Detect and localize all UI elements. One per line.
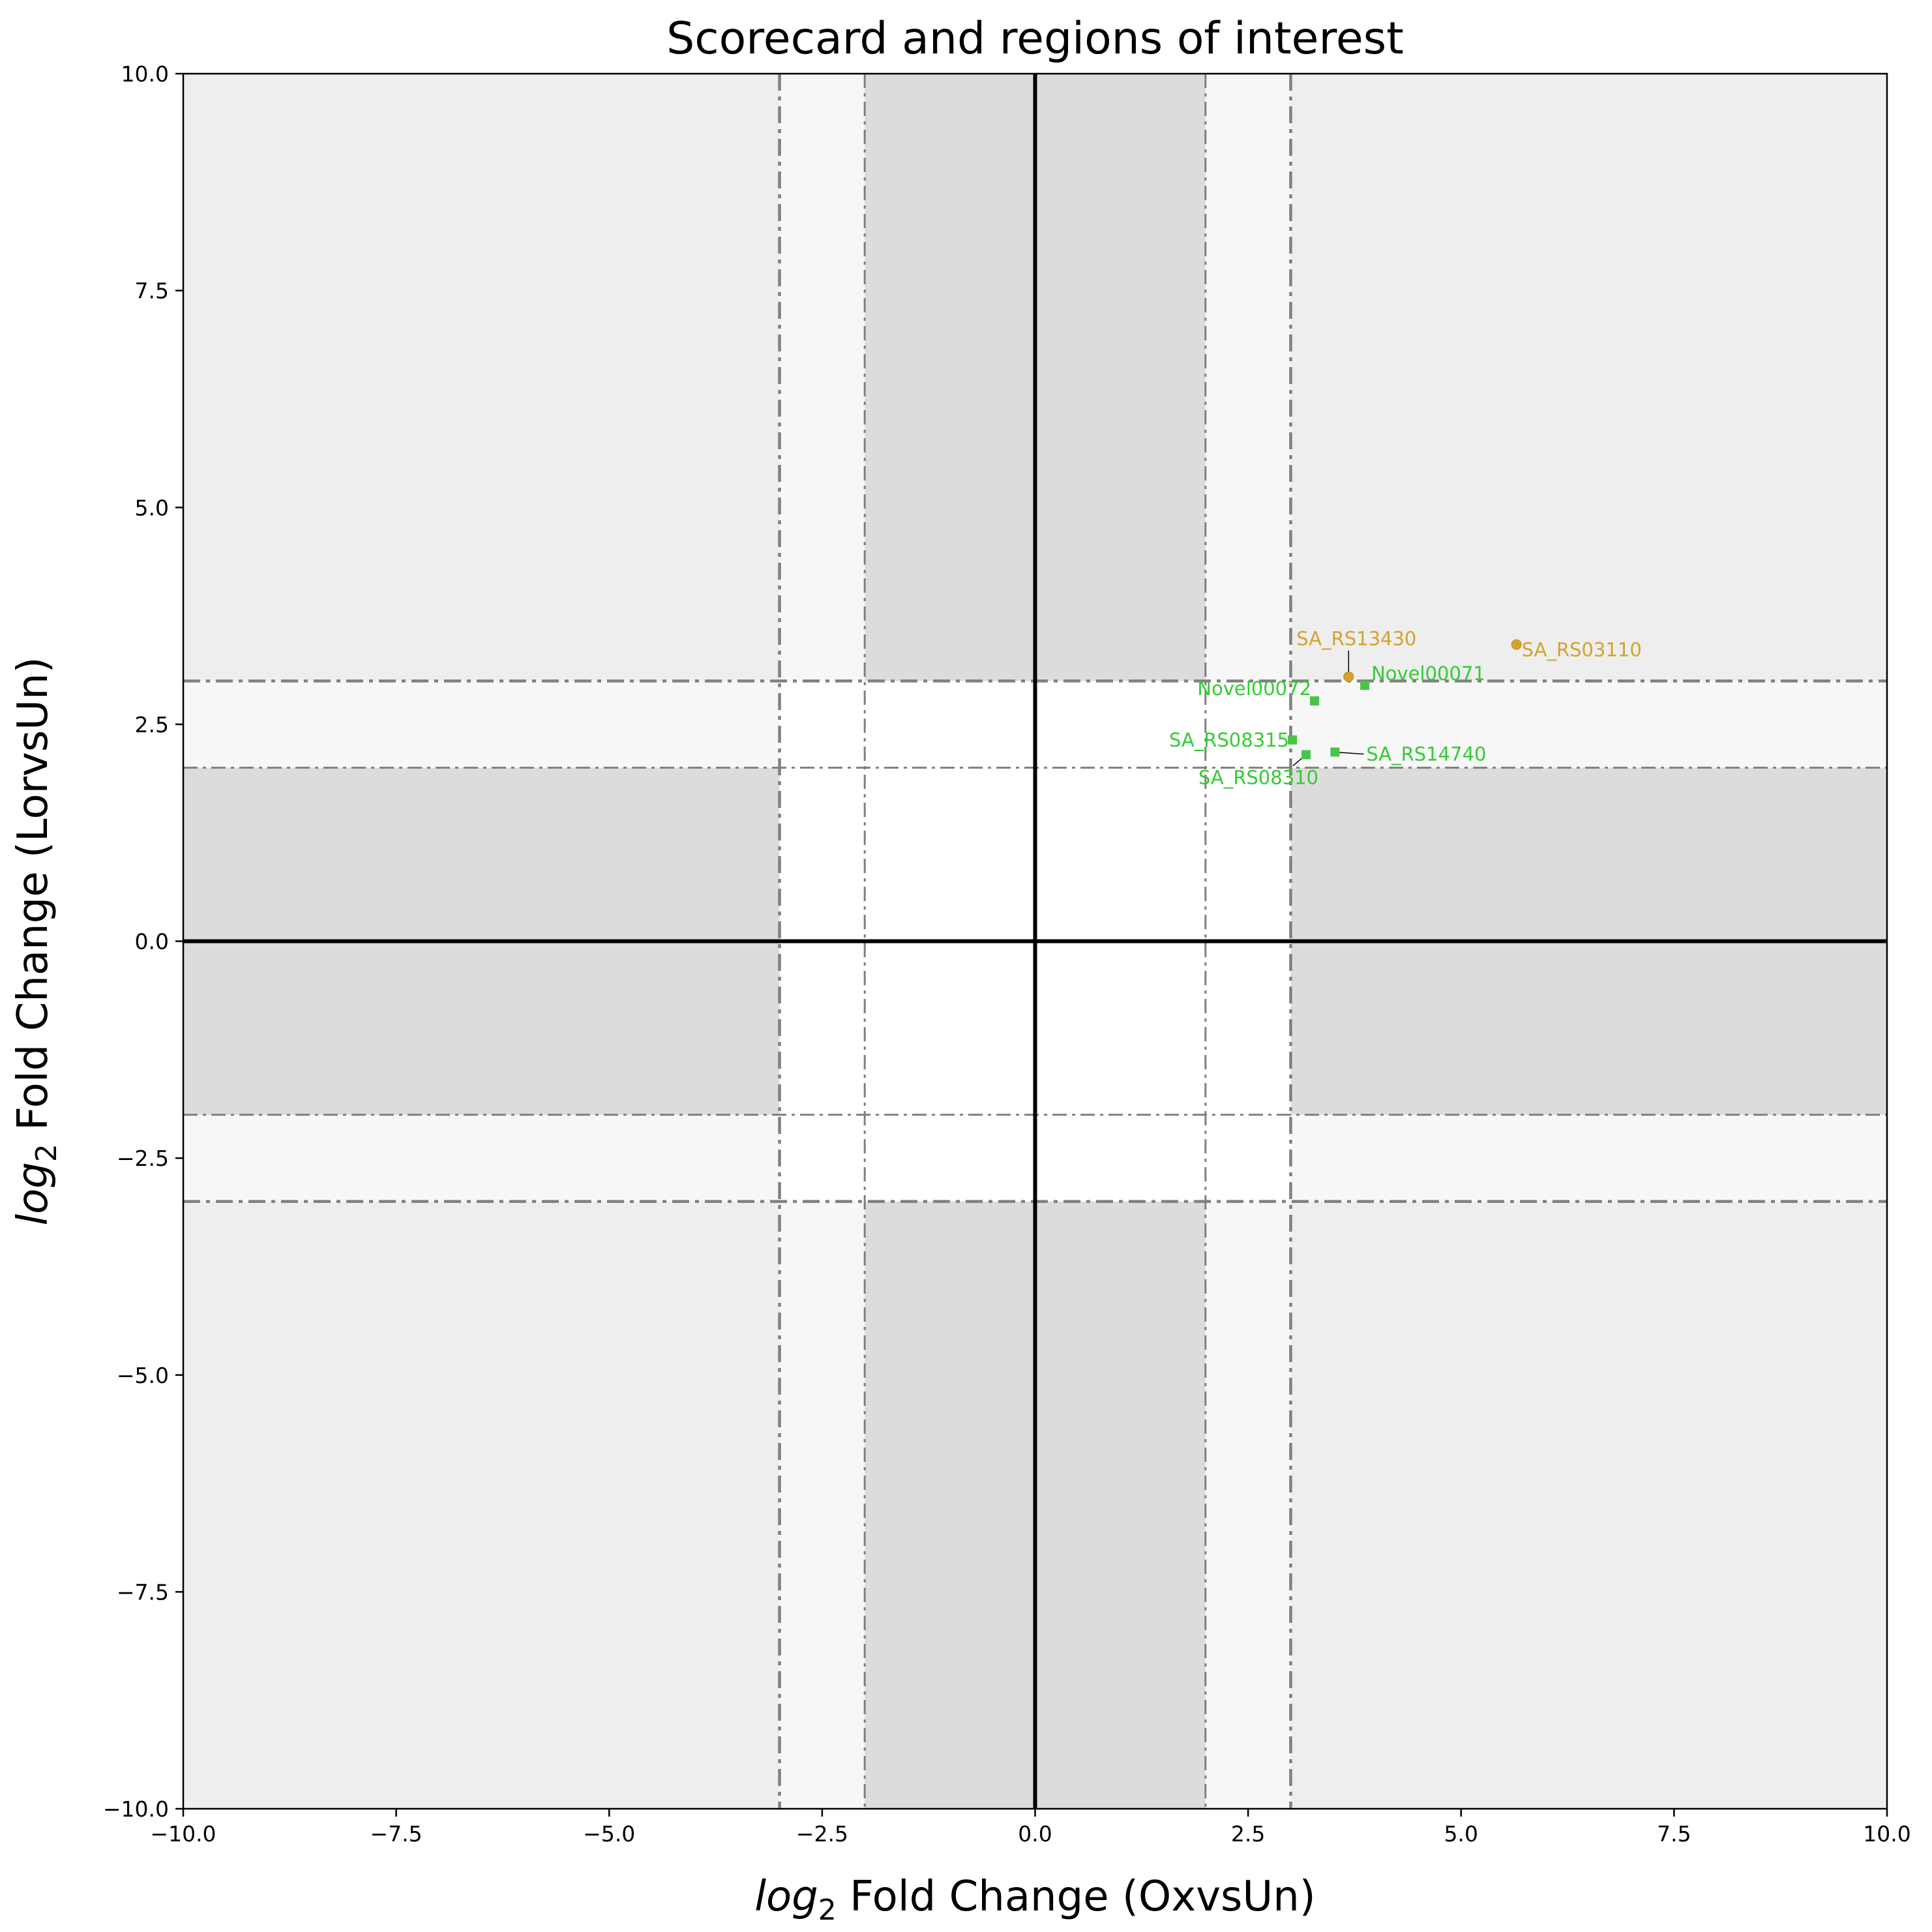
x-tick-label: −7.5 <box>370 1821 423 1847</box>
region-cell <box>779 74 865 681</box>
y-tick-label: −2.5 <box>117 1146 169 1171</box>
y-axis-ticks: −10.0 −7.5 −5.0 −2.5 0.0 2.5 5.0 7.5 10.0 <box>103 61 183 1822</box>
region-cell <box>865 681 1035 768</box>
y-tick-label: −7.5 <box>117 1579 169 1605</box>
y-axis-label-log: log <box>9 1162 57 1226</box>
region-cell <box>1290 74 1887 681</box>
y-tick-label: 7.5 <box>135 278 169 304</box>
region-cell <box>779 681 865 768</box>
region-shading <box>183 74 1887 1809</box>
x-tick-label: 2.5 <box>1231 1821 1265 1847</box>
x-axis-ticks: −10.0 −7.5 −5.0 −2.5 0.0 2.5 5.0 7.5 10.0 <box>150 1809 1911 1847</box>
region-cell <box>865 767 1035 942</box>
label-leader-line <box>1335 751 1364 755</box>
region-cell <box>1035 681 1206 768</box>
region-cell <box>1290 767 1887 942</box>
region-cell <box>183 74 780 681</box>
x-tick-label: 7.5 <box>1657 1821 1691 1847</box>
y-tick-label: 10.0 <box>121 61 169 87</box>
region-cell <box>779 1201 865 1809</box>
point-label: Novel00072 <box>1197 677 1311 700</box>
point-label: SA_RS08310 <box>1198 766 1318 788</box>
region-cell <box>1205 74 1291 681</box>
x-tick-label: 0.0 <box>1018 1821 1052 1847</box>
region-cell <box>183 1114 780 1202</box>
chart-title: Scorecard and regions of interest <box>666 13 1404 65</box>
region-cell <box>1035 941 1206 1115</box>
x-tick-label: −5.0 <box>583 1821 635 1847</box>
region-cell <box>1205 1201 1291 1809</box>
region-cell <box>1035 74 1206 681</box>
y-axis-label: log2 Fold Change (LorvsUn) <box>9 657 63 1225</box>
data-points <box>1288 639 1522 760</box>
region-cell <box>1035 767 1206 942</box>
y-axis-label-text: Fold Change (LorvsUn) <box>9 657 57 1144</box>
x-axis-label-subscript: 2 <box>818 1894 837 1927</box>
region-cell <box>183 767 780 942</box>
region-cell <box>183 681 780 768</box>
point-label: SA_RS03110 <box>1522 638 1642 661</box>
x-axis-label-text: Fold Change (OxvsUn) <box>837 1873 1316 1921</box>
region-cell <box>183 941 780 1115</box>
y-tick-label: 2.5 <box>135 712 169 737</box>
point-marker <box>1288 735 1298 745</box>
y-tick-label: −10.0 <box>103 1796 169 1822</box>
region-cell <box>1035 1114 1206 1202</box>
point-marker <box>1343 671 1354 682</box>
region-cell <box>779 767 865 942</box>
point-label: Novel00071 <box>1371 662 1485 685</box>
region-cell <box>779 1114 865 1202</box>
region-cell <box>183 1201 780 1809</box>
region-cell <box>1205 767 1291 942</box>
region-cell <box>1290 1114 1887 1202</box>
x-tick-label: 10.0 <box>1863 1821 1910 1847</box>
point-marker <box>1330 747 1340 757</box>
x-axis-label-log: log <box>754 1873 818 1921</box>
zero-axis-lines <box>183 74 1887 1809</box>
region-cell <box>1290 1201 1887 1809</box>
region-cell <box>865 1201 1035 1809</box>
x-tick-label: −10.0 <box>150 1821 216 1847</box>
region-cell <box>1290 941 1887 1115</box>
region-cell <box>865 1114 1035 1202</box>
point-label: SA_RS13430 <box>1296 628 1416 650</box>
y-tick-label: 0.0 <box>135 929 169 955</box>
point-label: SA_RS14740 <box>1366 743 1486 765</box>
region-cell <box>1205 681 1291 768</box>
point-marker <box>1360 681 1370 691</box>
region-cell <box>1035 1201 1206 1809</box>
region-cell <box>1205 1114 1291 1202</box>
point-marker <box>1301 750 1311 760</box>
region-cell <box>1290 681 1887 768</box>
region-cell <box>1205 941 1291 1115</box>
x-tick-label: −2.5 <box>796 1821 848 1847</box>
x-tick-label: 5.0 <box>1444 1821 1478 1847</box>
point-marker <box>1511 639 1522 650</box>
point-labels: SA_RS03110 SA_RS13430 Novel00071 Novel00072… <box>1169 628 1642 789</box>
point-marker <box>1310 696 1320 706</box>
region-cell <box>779 941 865 1115</box>
y-tick-label: 5.0 <box>135 495 169 520</box>
region-cell <box>865 74 1035 681</box>
y-axis-label-subscript: 2 <box>30 1144 63 1162</box>
region-cell <box>865 941 1035 1115</box>
x-axis-label: log2 Fold Change (OxvsUn) <box>754 1873 1316 1927</box>
point-label: SA_RS08315 <box>1169 729 1289 751</box>
y-tick-label: −5.0 <box>117 1363 169 1388</box>
